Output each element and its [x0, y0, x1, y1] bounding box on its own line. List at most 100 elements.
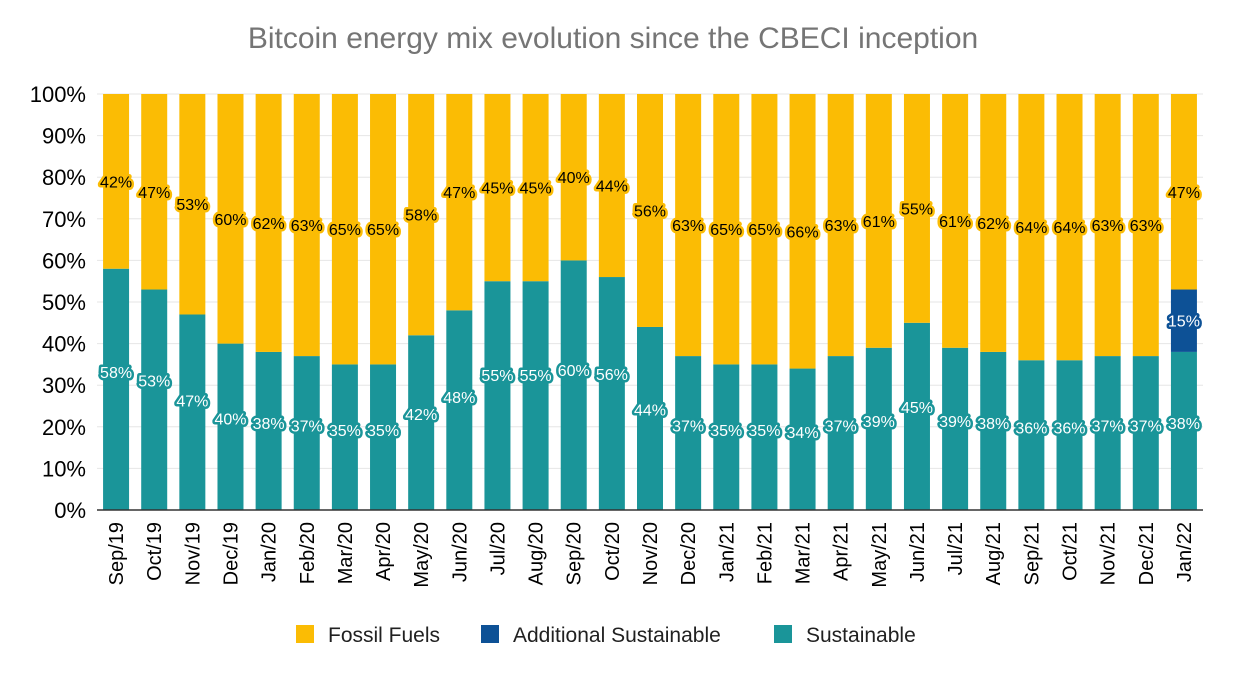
x-tick-label: Oct/21 [1060, 522, 1082, 581]
bar-sustainable [1094, 356, 1121, 510]
bar-sustainable [751, 364, 778, 510]
x-tick-label: Feb/20 [297, 522, 319, 584]
data-label-fossil-fuels: 62% [253, 216, 285, 233]
x-tick-label: Jan/22 [1174, 522, 1196, 582]
bar-fossil-fuels [1170, 94, 1197, 290]
x-tick-label: Mar/21 [793, 522, 815, 584]
bar-fossil-fuels [141, 94, 168, 290]
legend-swatch-sustainable [774, 625, 792, 643]
bar-fossil-fuels [598, 94, 625, 278]
bar-additional-sustainable [1170, 289, 1197, 352]
x-tick-label: May/20 [411, 522, 433, 588]
bar-sustainable [446, 310, 473, 510]
bar-fossil-fuels [1018, 94, 1045, 361]
data-label-fossil-fuels: 65% [329, 222, 361, 239]
data-label-sustainable: 56% [596, 367, 628, 384]
data-label-sustainable: 37% [1092, 418, 1124, 435]
legend-label-additional-sustainable: Additional Sustainable [513, 624, 721, 647]
legend-swatch-additional-sustainable [481, 625, 499, 643]
bar-sustainable [827, 356, 854, 510]
chart-title: Bitcoin energy mix evolution since the C… [248, 22, 978, 55]
bar-sustainable [942, 347, 969, 510]
bar-sustainable [980, 351, 1007, 510]
bar-sustainable [903, 322, 930, 510]
x-tick-label: Jun/20 [449, 522, 471, 582]
data-label-sustainable: 34% [787, 425, 819, 442]
data-label-fossil-fuels: 53% [176, 197, 208, 214]
bar-fossil-fuels [675, 94, 702, 357]
data-label-sustainable: 42% [405, 407, 437, 424]
x-tick-label: Dec/21 [1136, 522, 1158, 585]
x-tick-label: Jan/20 [259, 522, 281, 582]
x-tick-label: Feb/21 [754, 522, 776, 584]
data-label-fossil-fuels: 47% [1168, 185, 1200, 202]
bar-fossil-fuels [903, 94, 930, 323]
y-tick-label: 20% [42, 415, 86, 440]
bar-fossil-fuels [331, 94, 358, 365]
data-label-sustainable: 38% [977, 416, 1009, 433]
bar-sustainable [1170, 351, 1197, 510]
bar-sustainable [179, 314, 206, 510]
data-label-sustainable: 35% [367, 423, 399, 440]
data-label-sustainable: 53% [138, 374, 170, 391]
data-label-fossil-fuels: 47% [138, 185, 170, 202]
x-tick-label: Aug/21 [983, 522, 1005, 585]
data-label-additional-sustainable: 15% [1168, 314, 1200, 331]
data-label-fossil-fuels: 58% [405, 208, 437, 225]
data-label-fossil-fuels: 65% [710, 222, 742, 239]
data-label-sustainable: 37% [825, 418, 857, 435]
bar-fossil-fuels [522, 94, 549, 282]
bar-fossil-fuels [1132, 94, 1159, 357]
bar-fossil-fuels [370, 94, 397, 365]
data-label-fossil-fuels: 66% [787, 224, 819, 241]
data-label-sustainable: 39% [863, 414, 895, 431]
bar-sustainable [255, 351, 282, 510]
data-label-sustainable: 48% [443, 390, 475, 407]
data-label-sustainable: 47% [176, 393, 208, 410]
data-label-sustainable: 40% [214, 411, 246, 428]
data-label-fossil-fuels: 63% [1130, 218, 1162, 235]
x-tick-label: Sep/20 [564, 522, 586, 585]
bar-sustainable [408, 335, 435, 510]
bar-sustainable [637, 326, 663, 510]
x-tick-label: Jul/21 [945, 522, 967, 575]
bar-sustainable [331, 364, 358, 510]
data-label-fossil-fuels: 55% [901, 201, 933, 218]
data-label-fossil-fuels: 63% [825, 218, 857, 235]
x-tick-label: Aug/20 [526, 522, 548, 585]
bar-sustainable [522, 281, 549, 510]
data-label-sustainable: 35% [329, 423, 361, 440]
x-tick-label: Jan/21 [716, 522, 738, 582]
bar-sustainable [141, 289, 168, 510]
bar-sustainable [560, 260, 587, 510]
legend-label-sustainable: Sustainable [806, 624, 916, 647]
bar-fossil-fuels [865, 94, 892, 348]
bar-fossil-fuels [751, 94, 778, 365]
data-label-fossil-fuels: 47% [443, 185, 475, 202]
data-label-sustainable: 38% [253, 416, 285, 433]
bar-sustainable [865, 347, 892, 510]
x-tick-label: Oct/19 [144, 522, 166, 581]
x-tick-label: Nov/21 [1098, 522, 1120, 585]
y-tick-label: 10% [42, 456, 86, 481]
data-label-fossil-fuels: 65% [367, 222, 399, 239]
data-label-sustainable: 37% [291, 418, 323, 435]
data-label-sustainable: 35% [748, 423, 780, 440]
y-tick-label: 60% [42, 248, 86, 273]
data-label-fossil-fuels: 45% [481, 181, 513, 198]
bar-fossil-fuels [827, 94, 854, 357]
bar-sustainable [713, 364, 740, 510]
bar-fossil-fuels [637, 94, 663, 327]
bar-sustainable [1018, 360, 1045, 510]
data-label-sustainable: 35% [710, 423, 742, 440]
y-tick-label: 30% [42, 373, 86, 398]
x-tick-label: Oct/20 [602, 522, 624, 581]
x-tick-label: Sep/21 [1021, 522, 1043, 585]
data-label-fossil-fuels: 63% [291, 218, 323, 235]
bar-sustainable [675, 356, 702, 510]
data-labels: 58% 42% 53% 47% 47% 53% 40% 60% 38% 62% 37% 63% 35% 6… [98, 168, 1203, 445]
y-tick-label: 50% [42, 290, 86, 315]
y-tick-label: 0% [54, 498, 86, 523]
